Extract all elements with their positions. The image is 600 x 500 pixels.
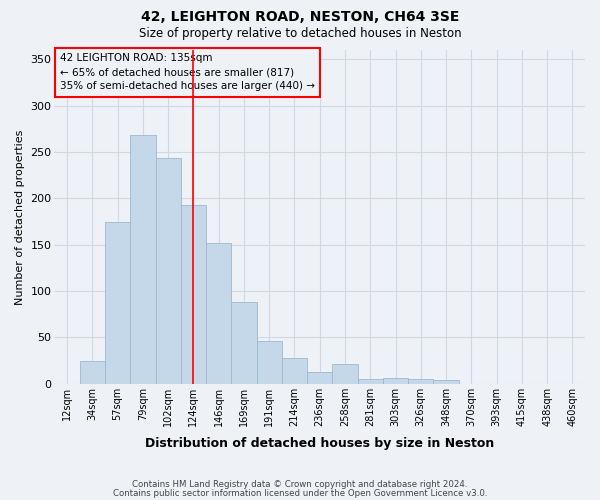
Bar <box>155 158 181 384</box>
Bar <box>282 358 307 384</box>
Bar <box>130 136 155 384</box>
Bar <box>383 378 408 384</box>
Bar <box>433 380 458 384</box>
Bar <box>181 205 206 384</box>
Y-axis label: Number of detached properties: Number of detached properties <box>15 129 25 304</box>
Bar <box>232 302 257 384</box>
Text: Size of property relative to detached houses in Neston: Size of property relative to detached ho… <box>139 28 461 40</box>
Bar <box>257 341 282 384</box>
Text: 42 LEIGHTON ROAD: 135sqm
← 65% of detached houses are smaller (817)
35% of semi-: 42 LEIGHTON ROAD: 135sqm ← 65% of detach… <box>60 54 315 92</box>
Bar <box>332 364 358 384</box>
Bar <box>358 379 383 384</box>
Bar <box>80 360 105 384</box>
Text: Contains public sector information licensed under the Open Government Licence v3: Contains public sector information licen… <box>113 488 487 498</box>
Bar <box>105 222 130 384</box>
Text: 42, LEIGHTON ROAD, NESTON, CH64 3SE: 42, LEIGHTON ROAD, NESTON, CH64 3SE <box>141 10 459 24</box>
Bar <box>307 372 332 384</box>
X-axis label: Distribution of detached houses by size in Neston: Distribution of detached houses by size … <box>145 437 494 450</box>
Bar <box>408 379 433 384</box>
Text: Contains HM Land Registry data © Crown copyright and database right 2024.: Contains HM Land Registry data © Crown c… <box>132 480 468 489</box>
Bar <box>206 243 232 384</box>
